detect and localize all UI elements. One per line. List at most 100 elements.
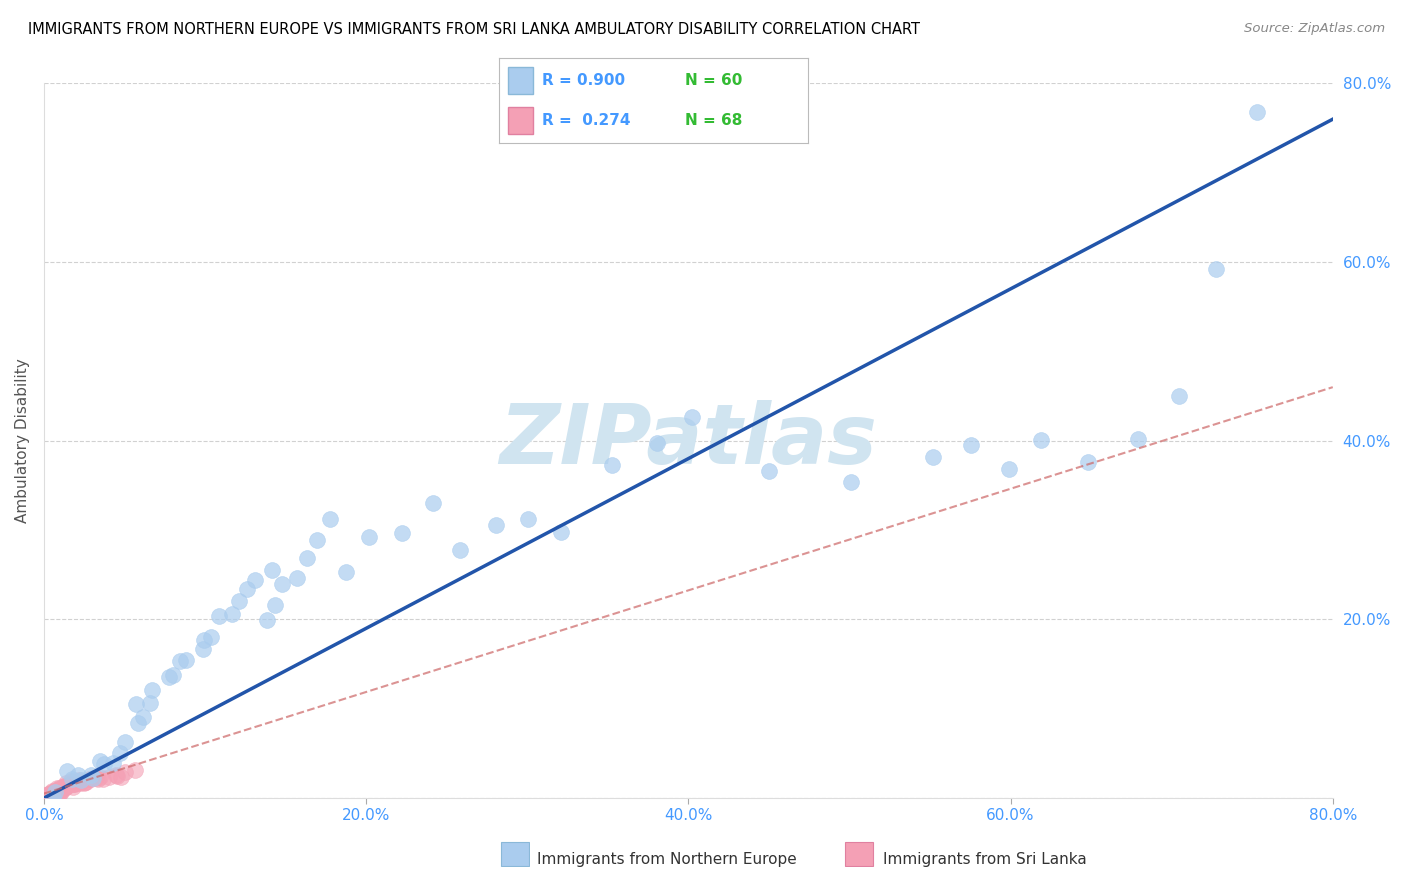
Point [285,571,308,585]
Text: N = 68: N = 68 [685,113,742,128]
Point [359,530,381,544]
Point [84,771,107,785]
Point [75,775,97,789]
Point [65,776,87,790]
Point [91,772,114,786]
Point [89,770,111,784]
Point [44,784,66,798]
Point [59,774,82,789]
Point [32,791,55,805]
Text: ZIPatlas: ZIPatlas [499,401,877,482]
Point [60,774,83,789]
Point [600,458,623,473]
Point [550,524,572,539]
Point [191,641,214,656]
Point [162,668,184,682]
Point [245,574,267,588]
Text: Immigrants from Northern Europe: Immigrants from Northern Europe [537,853,797,867]
Point [45,788,67,802]
Point [124,764,146,778]
Point [174,653,197,667]
Point [42,791,65,805]
Point [69,776,91,790]
Point [114,765,136,780]
Point [108,746,131,760]
Point [62,777,84,791]
Point [335,565,357,579]
Point [73,774,96,789]
Point [998,462,1021,476]
Point [922,450,945,464]
Point [221,607,243,621]
Point [44,783,66,797]
Point [45,785,67,799]
Text: Immigrants from Sri Lanka: Immigrants from Sri Lanka [883,853,1087,867]
Point [62,780,84,794]
Point [39,787,62,801]
Point [228,594,250,608]
Point [93,756,115,771]
Point [35,788,58,802]
Point [960,438,983,452]
Point [59,777,82,791]
Point [51,781,73,796]
Point [45,783,67,797]
Point [169,654,191,668]
Point [38,787,60,801]
Point [485,517,508,532]
Point [1246,105,1268,120]
Point [38,789,60,803]
Point [41,783,63,797]
Point [38,787,60,801]
Point [53,780,76,794]
Point [80,767,103,781]
Point [82,771,104,785]
Point [55,764,77,778]
Point [256,613,278,627]
Point [48,782,70,797]
Point [101,756,124,770]
Point [56,777,79,791]
Point [1029,434,1052,448]
Point [69,773,91,788]
Point [37,787,59,801]
Text: R =  0.274: R = 0.274 [543,113,631,128]
Point [200,630,222,644]
Point [37,789,59,804]
Point [77,772,100,787]
Point [208,609,231,624]
Point [53,780,76,794]
Point [62,777,84,791]
Point [52,779,75,793]
Text: N = 60: N = 60 [685,73,742,88]
Point [114,735,136,749]
Point [139,696,162,710]
Point [39,789,62,803]
Point [60,772,83,786]
Point [89,754,111,768]
Point [236,582,259,597]
Point [52,779,75,793]
Point [264,598,287,612]
Point [66,767,89,781]
Text: IMMIGRANTS FROM NORTHERN EUROPE VS IMMIGRANTS FROM SRI LANKA AMBULATORY DISABILI: IMMIGRANTS FROM NORTHERN EUROPE VS IMMIG… [28,22,920,37]
Point [141,682,163,697]
Point [645,436,668,450]
Point [157,670,180,684]
Text: R = 0.900: R = 0.900 [543,73,626,88]
Point [681,409,703,424]
Text: Source: ZipAtlas.com: Source: ZipAtlas.com [1244,22,1385,36]
Point [46,780,69,795]
Point [48,786,70,800]
Point [87,772,110,787]
Point [1205,261,1227,276]
Point [132,709,155,723]
Point [49,784,72,798]
Point [1126,432,1149,446]
Point [37,789,59,803]
Point [45,783,67,797]
Point [55,776,77,790]
Point [53,780,76,794]
Point [69,774,91,789]
Point [307,533,329,547]
